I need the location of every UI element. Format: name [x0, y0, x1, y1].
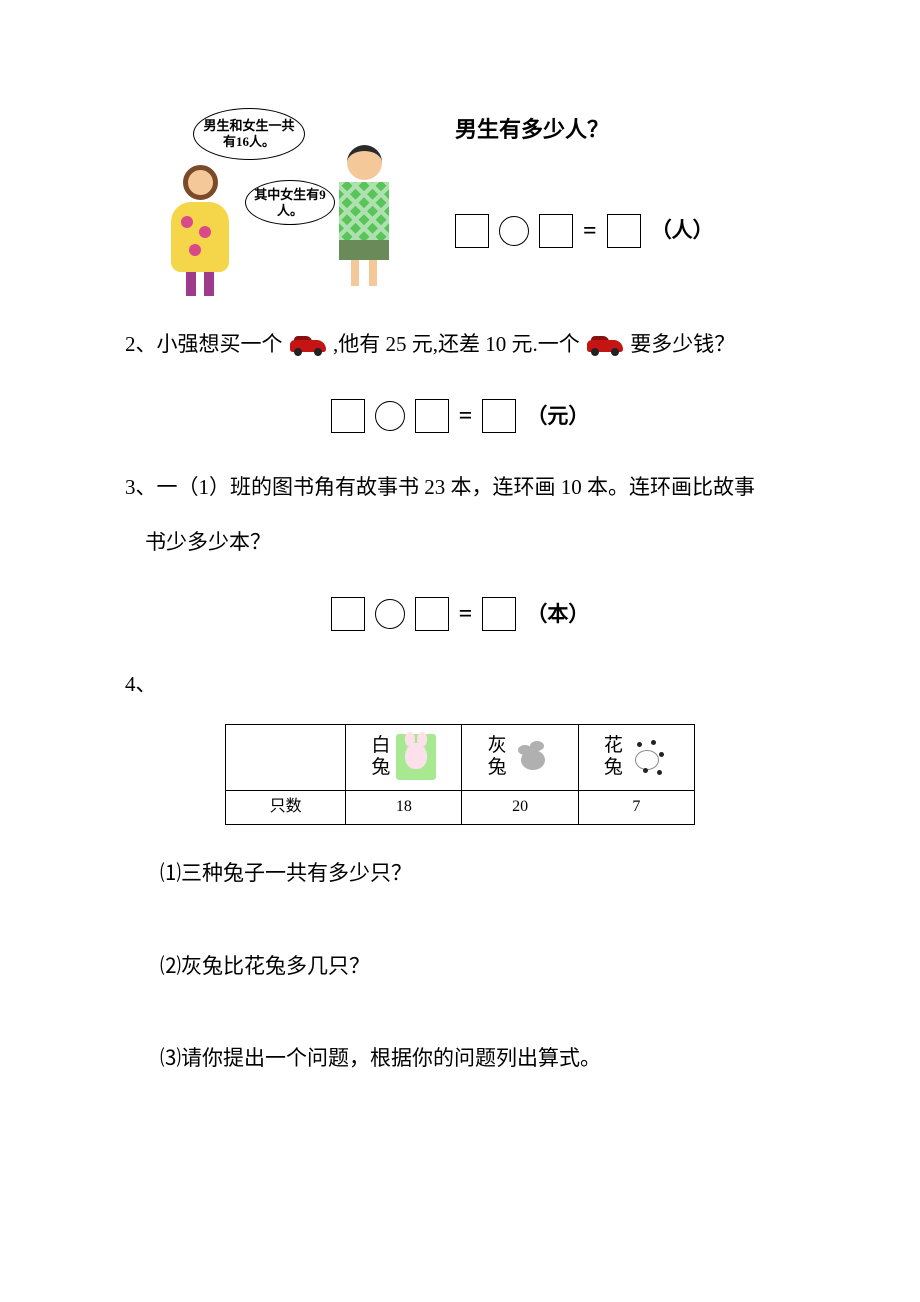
equals-sign: =: [583, 210, 597, 253]
equals-sign: =: [459, 395, 473, 438]
white-label-1: 白: [371, 735, 390, 758]
flower-label-2: 兔: [604, 757, 623, 780]
blank-box[interactable]: [415, 597, 449, 631]
blank-box[interactable]: [482, 597, 516, 631]
question-2-text: 2、小强想买一个 ,他有 25 元,还差 10 元.一个 要多少钱？: [125, 325, 795, 365]
operator-circle[interactable]: [375, 401, 405, 431]
girl-figure-icon: [165, 165, 235, 300]
car-icon: [290, 336, 326, 356]
unit-label: （元）: [526, 398, 589, 436]
flower-label-1: 花: [604, 735, 623, 758]
flower-rabbit-icon: [629, 734, 669, 780]
unit-label: （本）: [526, 596, 589, 634]
gray-label-1: 灰: [488, 735, 507, 758]
blank-box[interactable]: [607, 214, 641, 248]
blank-box[interactable]: [539, 214, 573, 248]
q2-mid: ,他有 25 元,还差 10 元.一个: [333, 332, 580, 356]
q4-subq3: ⑶请你提出一个问题，根据你的问题列出算式。: [160, 1040, 795, 1078]
question-3-line1: 3、一（1）班的图书角有故事书 23 本，连环画 10 本。连环画比故事: [125, 468, 795, 508]
blank-box[interactable]: [331, 597, 365, 631]
question-4-label: 4、: [125, 666, 795, 704]
gray-rabbit-count: 20: [462, 790, 578, 824]
blank-box[interactable]: [455, 214, 489, 248]
q1-equation: = （人）: [455, 210, 795, 253]
white-label-2: 兔: [371, 757, 390, 780]
white-rabbit-count: 18: [346, 790, 462, 824]
q2-prefix: 2、小强想买一个: [125, 332, 283, 356]
gray-rabbit-header: 灰 兔: [462, 724, 578, 790]
blank-box[interactable]: [331, 399, 365, 433]
q2-equation: = （元）: [125, 395, 795, 438]
speech-bubble-total: 男生和女生一共有16人。: [193, 108, 305, 160]
q1-right-pane: 男生有多少人？ = （人）: [455, 100, 795, 300]
car-icon: [587, 336, 623, 356]
table-row: 白 兔 灰 兔 花 兔: [226, 724, 695, 790]
rabbit-table: 白 兔 灰 兔 花 兔: [225, 724, 695, 825]
operator-circle[interactable]: [499, 216, 529, 246]
flower-rabbit-header: 花 兔: [578, 724, 694, 790]
q4-subq2: ⑵灰兔比花兔多几只？: [160, 948, 795, 986]
gray-rabbit-icon: [513, 734, 553, 780]
gray-label-2: 兔: [488, 757, 507, 780]
operator-circle[interactable]: [375, 599, 405, 629]
q1-illustration: 男生和女生一共有16人。 其中女生有9人。: [125, 100, 415, 300]
q1-title: 男生有多少人？: [455, 110, 795, 150]
white-rabbit-icon: [396, 734, 436, 780]
speech-bubble-girls: 其中女生有9人。: [245, 180, 335, 225]
flower-rabbit-count: 7: [578, 790, 694, 824]
equals-sign: =: [459, 593, 473, 636]
count-row-label: 只数: [226, 790, 346, 824]
boy-figure-icon: [329, 145, 399, 300]
q4-sub-questions: ⑴三种兔子一共有多少只？ ⑵灰兔比花兔多几只？ ⑶请你提出一个问题，根据你的问题…: [160, 855, 795, 1078]
white-rabbit-header: 白 兔: [346, 724, 462, 790]
blank-box[interactable]: [482, 399, 516, 433]
q3-equation: = （本）: [125, 593, 795, 636]
question-1: 男生和女生一共有16人。 其中女生有9人。 男生有多少人？ = （人）: [125, 100, 795, 300]
unit-label: （人）: [651, 212, 714, 250]
table-row: 只数 18 20 7: [226, 790, 695, 824]
empty-header-cell: [226, 724, 346, 790]
q2-suffix: 要多少钱？: [630, 332, 735, 356]
question-3-line2: 书少多少本？: [145, 523, 795, 563]
q4-subq1: ⑴三种兔子一共有多少只？: [160, 855, 795, 893]
blank-box[interactable]: [415, 399, 449, 433]
